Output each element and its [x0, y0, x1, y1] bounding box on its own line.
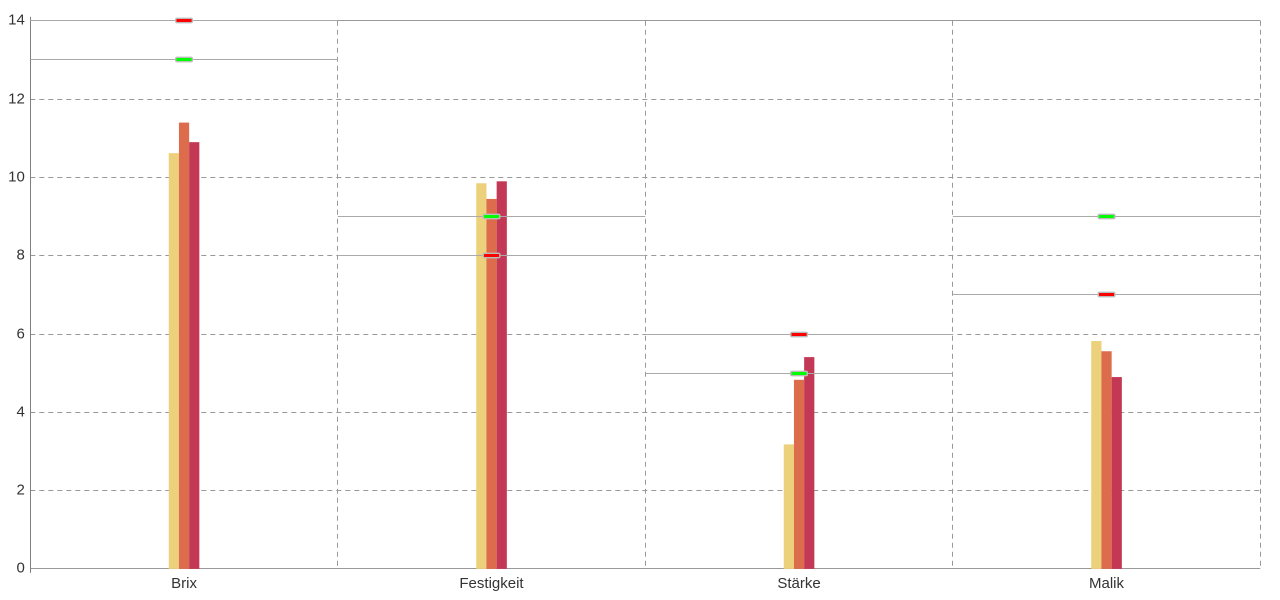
svg-text:14: 14	[8, 11, 25, 28]
svg-text:Malik: Malik	[1089, 575, 1125, 592]
svg-text:Stärke: Stärke	[777, 575, 820, 592]
svg-text:0: 0	[16, 559, 24, 576]
svg-text:2: 2	[16, 481, 24, 498]
svg-text:Brix: Brix	[171, 575, 197, 592]
svg-text:4: 4	[16, 403, 24, 420]
svg-text:6: 6	[16, 325, 24, 342]
svg-text:12: 12	[8, 90, 25, 107]
svg-text:10: 10	[8, 168, 25, 185]
svg-text:Festigkeit: Festigkeit	[459, 575, 524, 592]
svg-text:8: 8	[16, 246, 24, 263]
